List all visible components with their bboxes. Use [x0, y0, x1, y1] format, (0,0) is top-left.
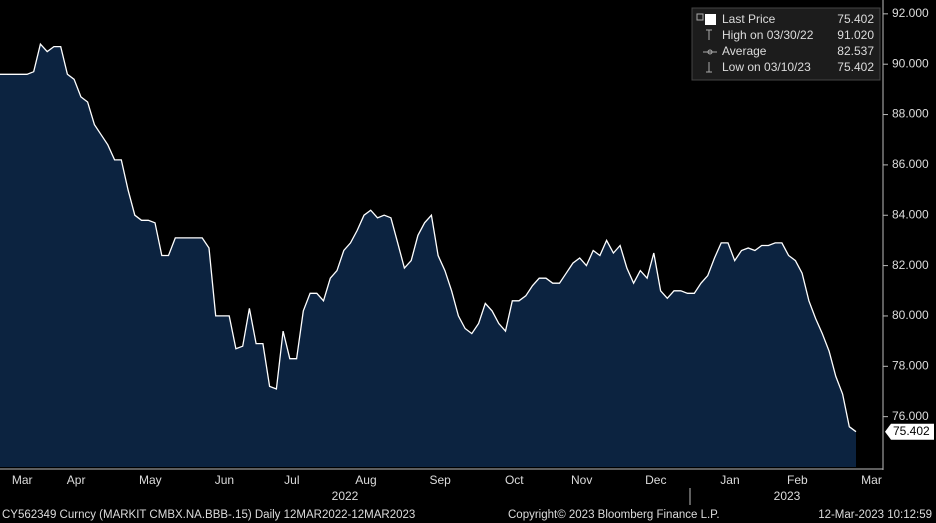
legend-icon [706, 29, 712, 40]
x-tick-label: Jan [720, 473, 739, 487]
y-tick-label: 90.000 [892, 56, 929, 70]
legend-swatch [705, 14, 716, 25]
x-tick-label: Jul [284, 473, 299, 487]
legend-box [691, 7, 881, 81]
legend-label: Average [722, 44, 767, 58]
x-tick-label: Dec [645, 473, 666, 487]
legend: Last Price 75.402 High on 03/30/22 91.020 Av… [691, 7, 881, 81]
year-label: 2022 [332, 489, 359, 503]
year-label: 2023 [774, 489, 801, 503]
legend-label: High on 03/30/22 [722, 28, 814, 42]
x-tick-label: Aug [355, 473, 376, 487]
y-tick-label: 76.000 [892, 409, 929, 423]
footer-security: CY562349 Curncy (MARKIT CMBX.NA.BBB-.15)… [2, 509, 415, 521]
y-tick-label: 88.000 [892, 107, 929, 121]
legend-value: 75.402 [837, 60, 874, 74]
x-tick-label: Sep [429, 473, 451, 487]
x-tick-label: Feb [787, 473, 808, 487]
y-tick-label: 84.000 [892, 207, 929, 221]
legend-value: 82.537 [837, 44, 874, 58]
x-tick-label: Mar [12, 473, 33, 487]
line [0, 42, 857, 433]
x-tick-label: Apr [67, 473, 86, 487]
y-tick-label: 86.000 [892, 157, 929, 171]
legend-value: 75.402 [837, 12, 874, 26]
legend-value: 91.020 [837, 28, 874, 42]
legend-label: Last Price [722, 12, 776, 26]
y-tick-label: 78.000 [892, 358, 929, 372]
legend-icon [703, 49, 717, 55]
last-price-tag [885, 423, 934, 440]
legend-label: Low on 03/10/23 [722, 60, 811, 74]
y-tick-label: 80.000 [892, 308, 929, 322]
footer-copyright: Copyright© 2023 Bloomberg Finance L.P. [508, 509, 720, 521]
x-tick-label: May [139, 473, 162, 487]
x-tick-label: Oct [505, 473, 524, 487]
x-tick-label: Mar [861, 473, 882, 487]
legend-icon [696, 13, 704, 21]
legend-icon [706, 62, 712, 73]
y-tick-label: 82.000 [892, 258, 929, 272]
footer-timestamp: 12-Mar-2023 10:12:59 [818, 509, 932, 521]
last-price-label: 75.402 [893, 424, 930, 438]
plot-area [0, 42, 857, 467]
x-tick-label: Nov [571, 473, 592, 487]
y-tick-label: 92.000 [892, 6, 929, 20]
area [0, 44, 856, 467]
x-tick-label: Jun [215, 473, 234, 487]
